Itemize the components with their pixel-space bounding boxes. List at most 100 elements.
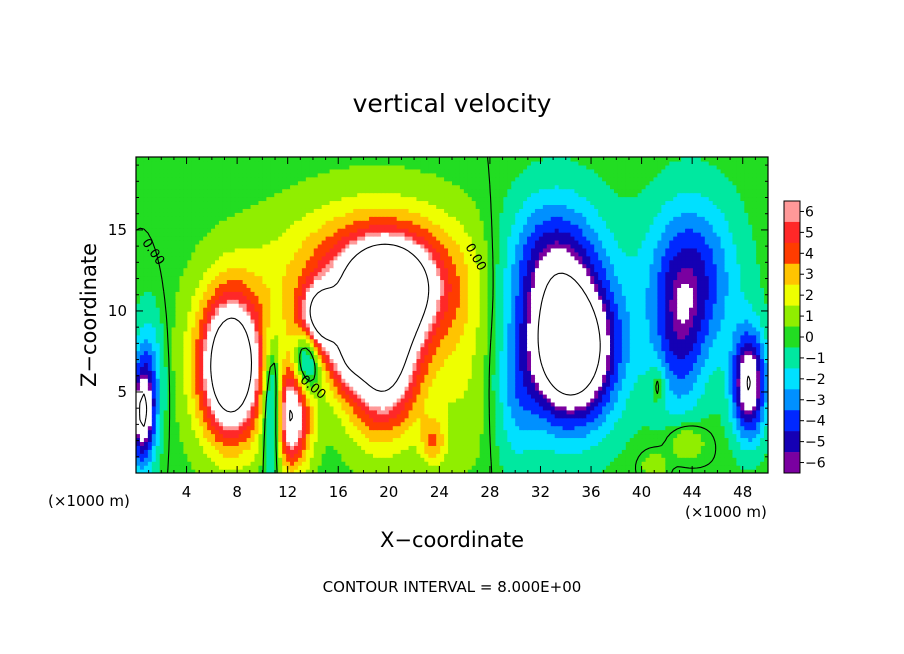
heatmap-cell <box>139 425 145 431</box>
heatmap-cell <box>653 394 658 399</box>
heatmap-cell <box>305 405 311 411</box>
heatmap-cell <box>376 354 382 360</box>
heatmap-cell <box>199 465 204 470</box>
chart-title: vertical velocity <box>353 89 552 118</box>
heatmap-cell <box>301 465 307 470</box>
heatmap-cell <box>297 394 303 399</box>
heatmap-cell <box>424 354 429 360</box>
heatmap-cell <box>748 449 753 454</box>
heatmap-cell <box>388 457 394 462</box>
heatmap-cell <box>471 358 477 363</box>
heatmap-cell <box>550 362 556 367</box>
heatmap-cell <box>416 401 421 407</box>
heatmap-cell <box>712 425 718 431</box>
heatmap-cell <box>760 362 765 367</box>
heatmap-cell <box>444 405 449 411</box>
heatmap-cell <box>570 465 576 470</box>
heatmap-cell <box>416 417 421 423</box>
heatmap-cell <box>337 457 342 462</box>
heatmap-cell <box>191 421 196 427</box>
heatmap-cell <box>218 370 224 375</box>
heatmap-cell <box>752 441 757 446</box>
heatmap-cell <box>448 453 453 458</box>
heatmap-cell <box>712 417 718 423</box>
heatmap-cell <box>294 362 299 367</box>
heatmap-cell <box>696 461 702 466</box>
heatmap-cell <box>523 441 528 446</box>
heatmap-cell <box>136 449 141 454</box>
heatmap-cell <box>345 413 350 419</box>
heatmap-cell <box>191 417 196 423</box>
heatmap-cell <box>143 370 149 375</box>
heatmap-cell <box>333 445 339 450</box>
heatmap-cell <box>282 370 287 375</box>
heatmap-cell <box>471 378 477 383</box>
heatmap-cell <box>617 358 623 363</box>
heatmap-cell <box>503 417 508 423</box>
heatmap-cell <box>764 441 768 446</box>
heatmap-cell <box>151 425 157 431</box>
heatmap-cell <box>673 469 678 473</box>
heatmap-cell <box>211 441 216 446</box>
heatmap-cell <box>424 397 429 403</box>
heatmap-cell <box>764 370 768 375</box>
heatmap-cell <box>562 441 568 446</box>
heatmap-cell <box>594 445 599 450</box>
heatmap-cell <box>294 449 299 454</box>
heatmap-cell <box>531 441 536 446</box>
heatmap-cell <box>483 425 489 431</box>
heatmap-cell <box>270 461 275 466</box>
heatmap-cell <box>744 386 749 391</box>
heatmap-cell <box>708 425 714 431</box>
heatmap-cell <box>554 453 560 458</box>
heatmap-cell <box>661 358 666 363</box>
heatmap-cell <box>290 453 295 458</box>
heatmap-cell <box>487 394 493 399</box>
heatmap-cell <box>191 386 196 391</box>
heatmap-cell <box>487 445 493 450</box>
heatmap-cell <box>764 469 768 473</box>
heatmap-cell <box>452 437 457 442</box>
heatmap-cell <box>578 394 583 399</box>
heatmap-cell <box>408 457 414 462</box>
heatmap-cell <box>369 461 374 466</box>
heatmap-cell <box>606 366 611 371</box>
heatmap-cell <box>155 465 161 470</box>
heatmap-cell <box>511 354 516 360</box>
heatmap-cell <box>361 370 366 375</box>
heatmap-cell <box>238 429 244 435</box>
heatmap-cell <box>246 354 252 360</box>
heatmap-cell <box>629 453 635 458</box>
heatmap-cell <box>428 425 433 431</box>
heatmap-cell <box>388 358 394 363</box>
heatmap-cell <box>305 453 311 458</box>
heatmap-cell <box>278 433 283 439</box>
heatmap-cell <box>365 449 370 454</box>
heatmap-cell <box>333 433 339 439</box>
heatmap-cell <box>321 465 327 470</box>
heatmap-cell <box>384 390 390 395</box>
heatmap-cell <box>258 386 263 391</box>
heatmap-cell <box>511 453 516 458</box>
heatmap-cell <box>625 437 631 442</box>
heatmap-cell <box>744 382 749 387</box>
heatmap-cell <box>436 465 441 470</box>
heatmap-cell <box>527 461 532 466</box>
heatmap-cell <box>570 461 576 466</box>
heatmap-cell <box>689 378 694 383</box>
heatmap-cell <box>625 453 631 458</box>
heatmap-cell <box>139 358 145 363</box>
heatmap-cell <box>313 350 319 356</box>
heatmap-cell <box>760 445 765 450</box>
heatmap-cell <box>222 409 228 415</box>
heatmap-cell <box>380 401 386 407</box>
heatmap-cell <box>317 413 323 419</box>
heatmap-cell <box>388 374 394 379</box>
heatmap-cell <box>301 358 307 363</box>
heatmap-cell <box>653 417 658 423</box>
heatmap-cell <box>187 425 192 431</box>
heatmap-cell <box>740 449 745 454</box>
heatmap-cell <box>444 366 449 371</box>
heatmap-cell <box>495 429 500 435</box>
heatmap-cell <box>376 469 382 473</box>
